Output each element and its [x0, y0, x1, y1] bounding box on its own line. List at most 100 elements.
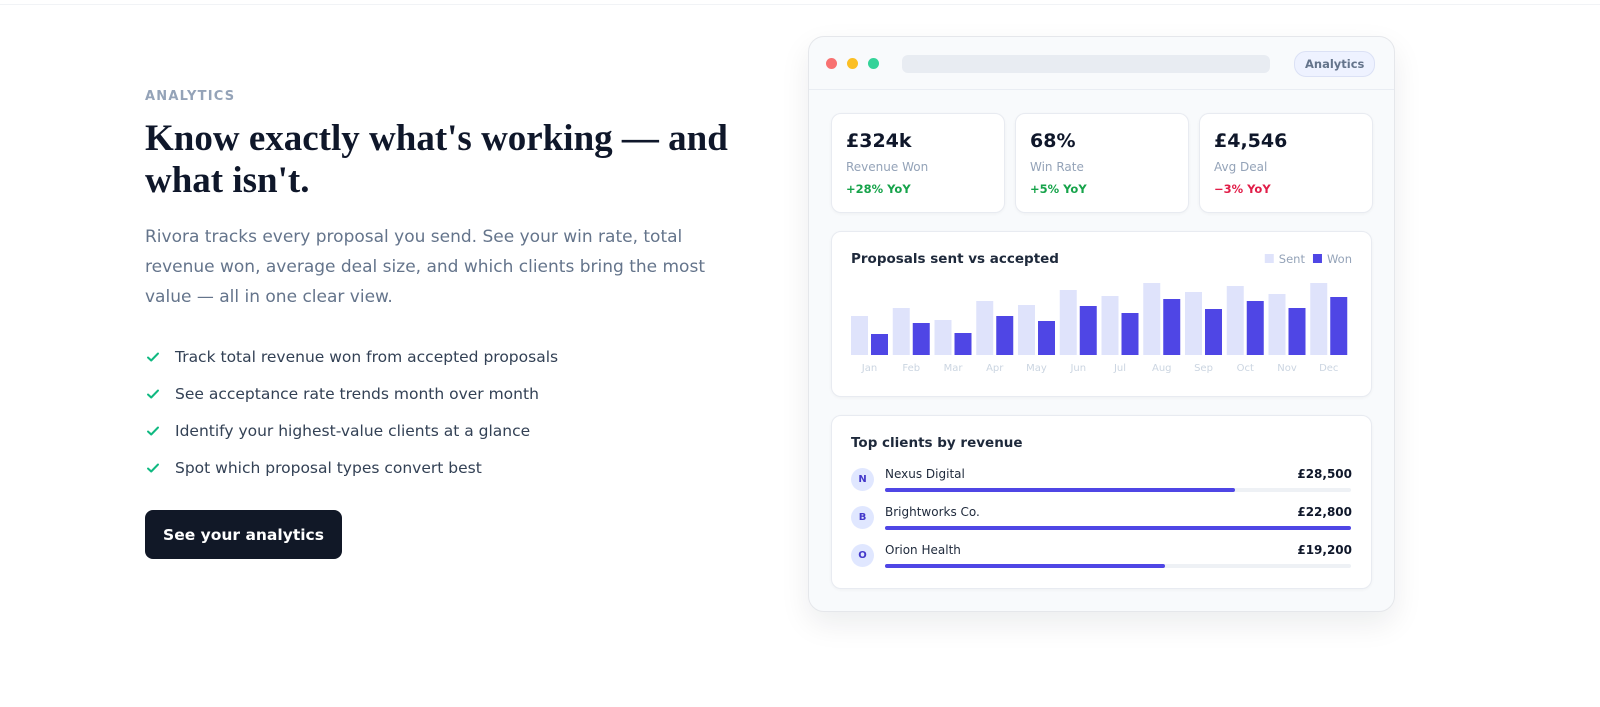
- x-tick-label: Dec: [1319, 363, 1338, 374]
- x-tick-label: Jun: [1069, 363, 1086, 374]
- stat-card: 68% Win Rate +5% YoY: [1015, 113, 1189, 213]
- bar: [1101, 296, 1119, 355]
- check-path: [147, 426, 159, 435]
- window-dot: [847, 58, 858, 69]
- bar: [851, 316, 868, 355]
- stat-card: £4,546 Avg Deal −3% YoY: [1199, 113, 1373, 213]
- description: Rivora tracks every proposal you send. S…: [145, 227, 705, 307]
- client-track: [885, 526, 1351, 530]
- legend-swatch: [1312, 254, 1322, 263]
- stat-card: £324k Revenue Won +28% YoY: [831, 113, 1005, 213]
- bar: [1018, 305, 1035, 355]
- x-tick-label: Sep: [1194, 363, 1213, 374]
- x-tick-label: May: [1026, 363, 1047, 374]
- bar: [1310, 283, 1328, 355]
- window-dot: [826, 58, 837, 69]
- client-name: Nexus Digital: [885, 467, 965, 481]
- x-tick-label: Mar: [944, 363, 964, 374]
- stat-value: 68%: [1030, 130, 1076, 152]
- bar: [1038, 321, 1055, 355]
- check-icon: [147, 352, 159, 361]
- dashboard: Analytics Proposals sent vs accepted Won S…: [808, 36, 1395, 612]
- stat-value: £4,546: [1214, 130, 1288, 152]
- stat-change: +28% YoY: [846, 182, 911, 196]
- client-avatar: N: [851, 468, 874, 491]
- bar: [1330, 297, 1348, 355]
- client-name: Brightworks Co.: [885, 505, 980, 519]
- client-track: [885, 564, 1351, 568]
- feature-text: See acceptance rate trends month over mo…: [175, 384, 539, 403]
- client-revenue: £28,500: [1297, 467, 1352, 481]
- bar: [1059, 290, 1077, 355]
- bar: [1121, 313, 1139, 355]
- legend-label: Sent: [1279, 252, 1306, 266]
- client-avatar: O: [851, 544, 874, 567]
- client-revenue: £19,200: [1297, 543, 1352, 557]
- x-tick-label: Jan: [861, 363, 877, 374]
- client-bar: [885, 526, 1351, 530]
- client-name: Orion Health: [885, 543, 961, 557]
- eyebrow: ANALYTICS: [145, 89, 236, 104]
- cta-button[interactable]: See your analytics: [145, 510, 342, 559]
- bar: [976, 301, 994, 355]
- x-tick-label: Aug: [1152, 363, 1172, 374]
- bar: [1163, 299, 1181, 355]
- stat-label: Revenue Won: [846, 160, 929, 174]
- client-avatar: B: [851, 506, 874, 529]
- address-bar: [902, 55, 1270, 73]
- bar: [871, 334, 888, 355]
- feature-list: Track total revenue won from accepted pr…: [145, 338, 558, 486]
- check-icon: [147, 389, 159, 398]
- clients-title: Top clients by revenue: [851, 435, 1023, 451]
- client-bar: [885, 488, 1235, 492]
- bar: [1246, 301, 1264, 355]
- bar: [996, 316, 1014, 355]
- client-track: [885, 488, 1351, 492]
- bar: [934, 320, 952, 355]
- chart-title: Proposals sent vs accepted: [851, 251, 1059, 267]
- bar: [1205, 309, 1222, 355]
- window-dot: [868, 58, 879, 69]
- check-path: [147, 352, 159, 361]
- check-icon: [147, 463, 159, 472]
- legend-label: Won: [1327, 252, 1352, 266]
- top-border: [0, 4, 1600, 5]
- legend-swatch: [1264, 254, 1274, 263]
- stat-label: Win Rate: [1030, 160, 1084, 174]
- stat-change: −3% YoY: [1214, 182, 1271, 196]
- feature-text: Identify your highest-value clients at a…: [175, 421, 531, 440]
- bar: [1226, 286, 1244, 355]
- client-bar: [885, 564, 1165, 568]
- x-tick-label: Oct: [1237, 363, 1254, 374]
- x-tick-label: Apr: [986, 363, 1004, 374]
- check-path: [147, 389, 159, 398]
- feature-item: Track total revenue won from accepted pr…: [145, 338, 558, 375]
- bar: [954, 333, 972, 355]
- bar: [1268, 294, 1286, 355]
- client-revenue: £22,800: [1297, 505, 1352, 519]
- headline: Know exactly what's working — and what i…: [145, 118, 728, 201]
- chart-card: Proposals sent vs accepted Won Sent Jan Feb M…: [831, 231, 1372, 397]
- feature-item: See acceptance rate trends month over mo…: [145, 375, 558, 412]
- bar: [1079, 306, 1097, 355]
- stat-value: £324k: [846, 130, 912, 152]
- x-tick-label: Nov: [1277, 363, 1297, 374]
- check-path: [147, 463, 159, 472]
- bar: [1143, 283, 1161, 355]
- x-tick-label: Jul: [1113, 363, 1126, 374]
- bar: [1185, 292, 1202, 355]
- feature-text: Spot which proposal types convert best: [175, 458, 482, 477]
- bar: [892, 308, 910, 355]
- feature-text: Track total revenue won from accepted pr…: [175, 347, 559, 366]
- tab-pill: Analytics: [1294, 51, 1376, 77]
- bar: [912, 323, 930, 355]
- stat-change: +5% YoY: [1030, 182, 1087, 196]
- feature-item: Identify your highest-value clients at a…: [145, 412, 558, 449]
- stat-label: Avg Deal: [1214, 160, 1268, 174]
- feature-item: Spot which proposal types convert best: [145, 449, 558, 486]
- check-icon: [147, 426, 159, 435]
- clients-card: Top clients by revenue N Nexus Digital £28…: [831, 415, 1372, 589]
- chart: Proposals sent vs accepted Won Sent Jan Feb M…: [851, 251, 1352, 374]
- divider: [809, 89, 1394, 90]
